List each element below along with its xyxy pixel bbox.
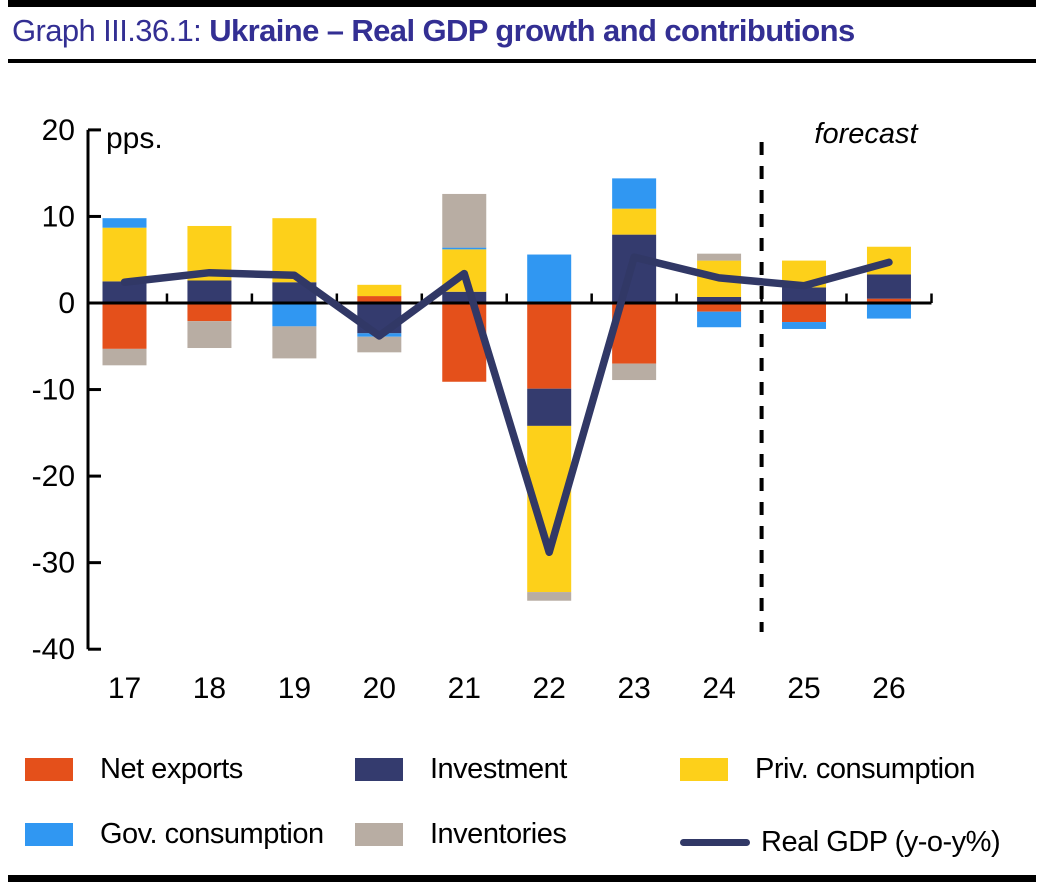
bar-segment-net-exports-18	[187, 303, 232, 322]
bar-segment-net-exports-17	[102, 303, 147, 349]
bar-segment-investment-26	[866, 274, 911, 299]
bar-segment-inventories-19	[272, 326, 317, 359]
x-tick-label: 18	[193, 672, 226, 705]
y-tick-label: -40	[32, 633, 75, 666]
x-tick-label: 17	[108, 672, 141, 705]
bar-segment-gov-consumption-23	[612, 178, 657, 209]
top-rule	[8, 0, 1036, 7]
bar-segment-priv-consumption-17	[102, 227, 147, 282]
legend-label: Net exports	[100, 753, 243, 785]
y-tick-label: -10	[32, 374, 75, 407]
bar-segment-net-exports-24	[697, 303, 742, 312]
priv-consumption-swatch-icon	[680, 758, 728, 781]
bar-segment-investment-25	[782, 287, 827, 303]
unit-label: pps.	[106, 122, 163, 155]
page-title: Graph III.36.1: Ukraine – Real GDP growt…	[12, 13, 855, 49]
graph-number-label: Graph III.36.1:	[12, 13, 202, 48]
bar-segment-inventories-23	[612, 363, 657, 381]
y-tick-label: 20	[42, 114, 75, 147]
y-tick-label: 0	[58, 287, 75, 320]
bar-segment-gov-consumption-25	[782, 322, 827, 329]
legend-label: Priv. consumption	[755, 753, 975, 785]
gdp-contributions-chart: 20 10 0 -10 -20 -30 -40 pps. forecast 17 18 19 20 21 2…	[32, 114, 933, 705]
bottom-rule	[8, 875, 1036, 882]
investment-swatch-icon	[355, 758, 403, 781]
legend-item-inventories: Inventories	[355, 818, 567, 851]
x-tick-label: 20	[363, 672, 396, 705]
bar-segment-investment-22	[527, 388, 572, 426]
bar-segment-inventories-17	[102, 348, 147, 366]
bar-segment-gov-consumption-26	[866, 303, 911, 319]
bar-segment-net-exports-22	[527, 303, 572, 389]
bar-segment-gov-consumption-21	[442, 247, 487, 250]
x-tick-label: 23	[617, 672, 650, 705]
gov-consumption-swatch-icon	[25, 823, 73, 846]
bar-segment-gov-consumption-19	[272, 303, 317, 327]
bar-segment-inventories-24	[697, 253, 742, 261]
bar-segment-net-exports-25	[782, 303, 827, 323]
real-gdp-line	[120, 253, 893, 557]
bar-segment-investment-18	[187, 280, 232, 303]
legend-label: Gov. consumption	[100, 818, 324, 850]
bar-segment-net-exports-20	[357, 296, 402, 303]
legend-label: Real GDP (y-o-y%)	[761, 826, 1001, 858]
legend-label: Investment	[430, 753, 567, 785]
y-tick-label: 10	[42, 200, 75, 233]
legend-item-priv-consumption: Priv. consumption	[680, 753, 975, 786]
legend-label: Inventories	[430, 818, 567, 850]
bar-segment-gov-consumption-17	[102, 218, 147, 228]
bar-segment-investment-24	[697, 296, 742, 303]
bar-segment-investment-17	[102, 281, 147, 303]
bar-segment-gov-consumption-22	[527, 254, 572, 303]
bar-segment-investment-21	[442, 291, 487, 303]
y-tick-label: -30	[32, 547, 75, 580]
bar-segment-inventories-21	[442, 193, 487, 248]
title-divider-rule	[8, 59, 1036, 63]
bar-segment-gov-consumption-24	[697, 311, 742, 328]
x-tick-label: 19	[278, 672, 311, 705]
bar-segment-priv-consumption-20	[357, 284, 402, 297]
x-tick-label: 22	[533, 672, 566, 705]
real-gdp-line-icon	[680, 839, 750, 846]
net-exports-swatch-icon	[25, 758, 73, 781]
bar-segment-inventories-18	[187, 321, 232, 349]
x-tick-label: 26	[872, 672, 905, 705]
graph-title-text: Ukraine – Real GDP growth and contributi…	[209, 13, 855, 48]
forecast-label: forecast	[814, 118, 919, 150]
x-tick-label: 25	[787, 672, 820, 705]
bar-segment-priv-consumption-23	[612, 208, 657, 235]
inventories-swatch-icon	[355, 823, 403, 846]
x-tick-label: 21	[448, 672, 481, 705]
bar-segment-net-exports-26	[866, 298, 911, 303]
bar-segment-inventories-22	[527, 592, 572, 601]
legend-item-net-exports: Net exports	[25, 753, 243, 786]
legend-item-investment: Investment	[355, 753, 567, 786]
legend-item-gov-consumption: Gov. consumption	[25, 818, 324, 851]
y-tick-label: -20	[32, 460, 75, 493]
bar-segment-inventories-20	[357, 336, 402, 353]
legend-item-real-gdp: Real GDP (y-o-y%)	[680, 826, 1001, 859]
x-tick-label: 24	[702, 672, 735, 705]
